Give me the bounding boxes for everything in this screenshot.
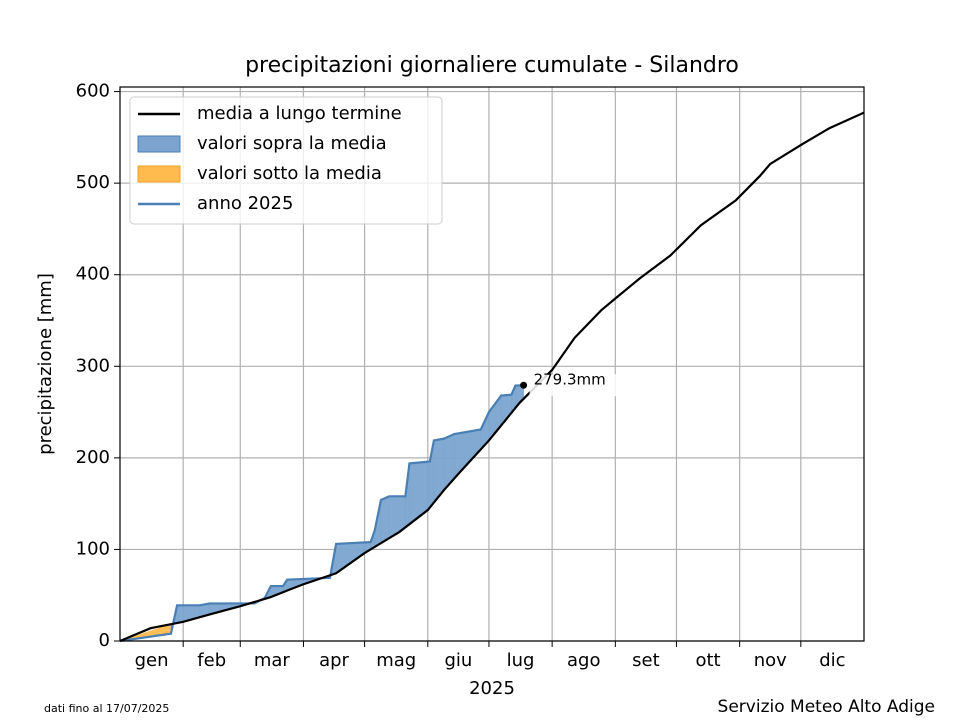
x-tick-label: apr [319, 650, 349, 671]
legend-label: media a lungo termine [197, 103, 402, 124]
y-tick-label: 300 [76, 355, 110, 376]
y-axis-label: precipitazione [mm] [35, 273, 56, 455]
x-tick-label: lug [507, 650, 535, 671]
y-tick-label: 200 [76, 447, 110, 468]
legend-label: valori sopra la media [197, 133, 387, 154]
y-tick-label: 0 [99, 630, 110, 651]
y-tick-label: 100 [76, 538, 110, 559]
series-line [119, 111, 865, 643]
x-tick-label: nov [754, 650, 787, 671]
legend-label: valori sotto la media [197, 163, 382, 184]
y-tick-label: 600 [76, 81, 110, 102]
x-tick-label: dic [819, 650, 845, 671]
y-tick-label: 400 [76, 264, 110, 285]
footer-credit: Servizio Meteo Alto Adige [718, 697, 935, 717]
x-axis-label: 2025 [469, 678, 515, 699]
x-tick-label: feb [197, 650, 226, 671]
x-tick-label: gen [135, 650, 169, 671]
x-tick-label: giu [444, 650, 472, 671]
legend-box [129, 96, 443, 225]
chart-title: precipitazioni giornaliere cumulate - Si… [245, 53, 739, 78]
x-tick-label: ott [695, 650, 720, 671]
legend-label: anno 2025 [197, 193, 293, 214]
fill-area [380, 495, 390, 544]
x-tick-label: mar [254, 650, 291, 671]
plot-frame [119, 86, 865, 642]
footer-note: dati fino al 17/07/2025 [44, 702, 169, 715]
x-tick-label: set [632, 650, 660, 671]
legend-swatch [137, 165, 181, 183]
annotation-bg [529, 374, 622, 397]
x-tick-label: ago [567, 650, 600, 671]
last-point [520, 381, 528, 389]
annotation: 279.3mm [534, 371, 606, 389]
fill-area [388, 496, 406, 539]
series-line [119, 384, 524, 643]
y-tick-label: 500 [76, 172, 110, 193]
x-tick-label: mag [376, 650, 416, 671]
fill-area [409, 461, 431, 525]
legend-swatch [137, 135, 181, 153]
